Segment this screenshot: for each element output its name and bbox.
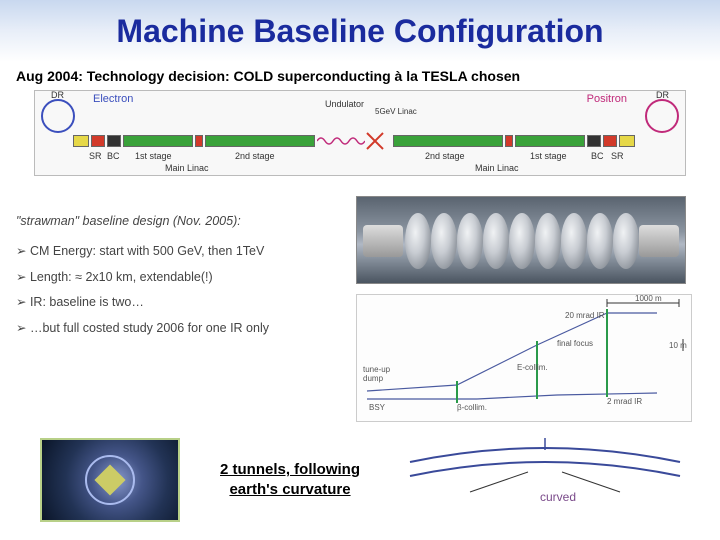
linac-schematic: DR Electron DR Positron Undulator SR BC … [34, 90, 686, 176]
block [91, 135, 105, 147]
dist1000-label: 1000 m [635, 294, 662, 303]
title-bar: Machine Baseline Configuration [0, 0, 720, 62]
main-linac-l: Main Linac [165, 163, 209, 173]
stage1-r-label: 1st stage [530, 151, 567, 161]
stage1-left [123, 135, 193, 147]
cavity-flange [363, 225, 403, 257]
ir-svg [357, 295, 693, 423]
bullet-item: …but full costed study 2006 for one IR o… [16, 317, 346, 341]
ir-diagram: tune-up dump BSY β-collim. E-collim. fin… [356, 294, 692, 422]
electron-label: Electron [93, 93, 133, 105]
bc-r: BC [591, 151, 604, 161]
subtitle: Aug 2004: Technology decision: COLD supe… [0, 62, 720, 84]
stage1-right [515, 135, 585, 147]
tunnel-photo [40, 438, 180, 522]
bc-l: BC [107, 151, 120, 161]
bullet-item: IR: baseline is two… [16, 291, 346, 315]
ir20-label: 20 mrad IR [565, 311, 605, 320]
curved-svg [400, 432, 690, 522]
ecol-label: E-collim. [517, 363, 548, 372]
ir2-label: 2 mrad IR [607, 397, 642, 406]
dr-label-right: DR [656, 90, 669, 100]
block [619, 135, 635, 147]
cavity-flange [639, 225, 679, 257]
bullet-item: CM Energy: start with 500 GeV, then 1TeV [16, 240, 346, 264]
final-focus-label: final focus [557, 339, 593, 348]
stage2-left [205, 135, 315, 147]
block [73, 135, 89, 147]
block [587, 135, 601, 147]
page-title: Machine Baseline Configuration [116, 13, 603, 50]
stage2-l-label: 2nd stage [235, 151, 275, 161]
undulator-label: Undulator [325, 99, 364, 109]
undulator-icon [317, 133, 365, 149]
block [603, 135, 617, 147]
block [505, 135, 513, 147]
stage2-r-label: 2nd stage [425, 151, 465, 161]
linac5-r: 5GeV Linac [375, 107, 417, 116]
sr-r: SR [611, 151, 624, 161]
block [107, 135, 121, 147]
tune-up-label: tune-up dump [363, 365, 403, 383]
dist10-label: 10 m [669, 341, 687, 350]
beta-label: β-collim. [457, 403, 487, 412]
stage1-l-label: 1st stage [135, 151, 172, 161]
positron-label: Positron [587, 93, 627, 105]
block [195, 135, 203, 147]
bullet-item: Length: ≈ 2x10 km, extendable(!) [16, 266, 346, 290]
stage2-right [393, 135, 503, 147]
dr-ring-right [641, 95, 683, 137]
curved-label: curved [540, 490, 576, 504]
bullets-heading: "strawman" baseline design (Nov. 2005): [16, 210, 346, 234]
tunnel-caption: 2 tunnels, following earth's curvature [200, 460, 380, 499]
dr-label-left: DR [51, 90, 64, 100]
cavity-photo [356, 196, 686, 284]
bsy-label: BSY [369, 403, 385, 412]
sr-l: SR [89, 151, 102, 161]
bullets-panel: "strawman" baseline design (Nov. 2005): … [16, 210, 346, 343]
main-linac-r: Main Linac [475, 163, 519, 173]
dr-ring-left [37, 95, 79, 137]
ip-marker [365, 131, 385, 151]
curved-diagram: curved [400, 432, 690, 522]
